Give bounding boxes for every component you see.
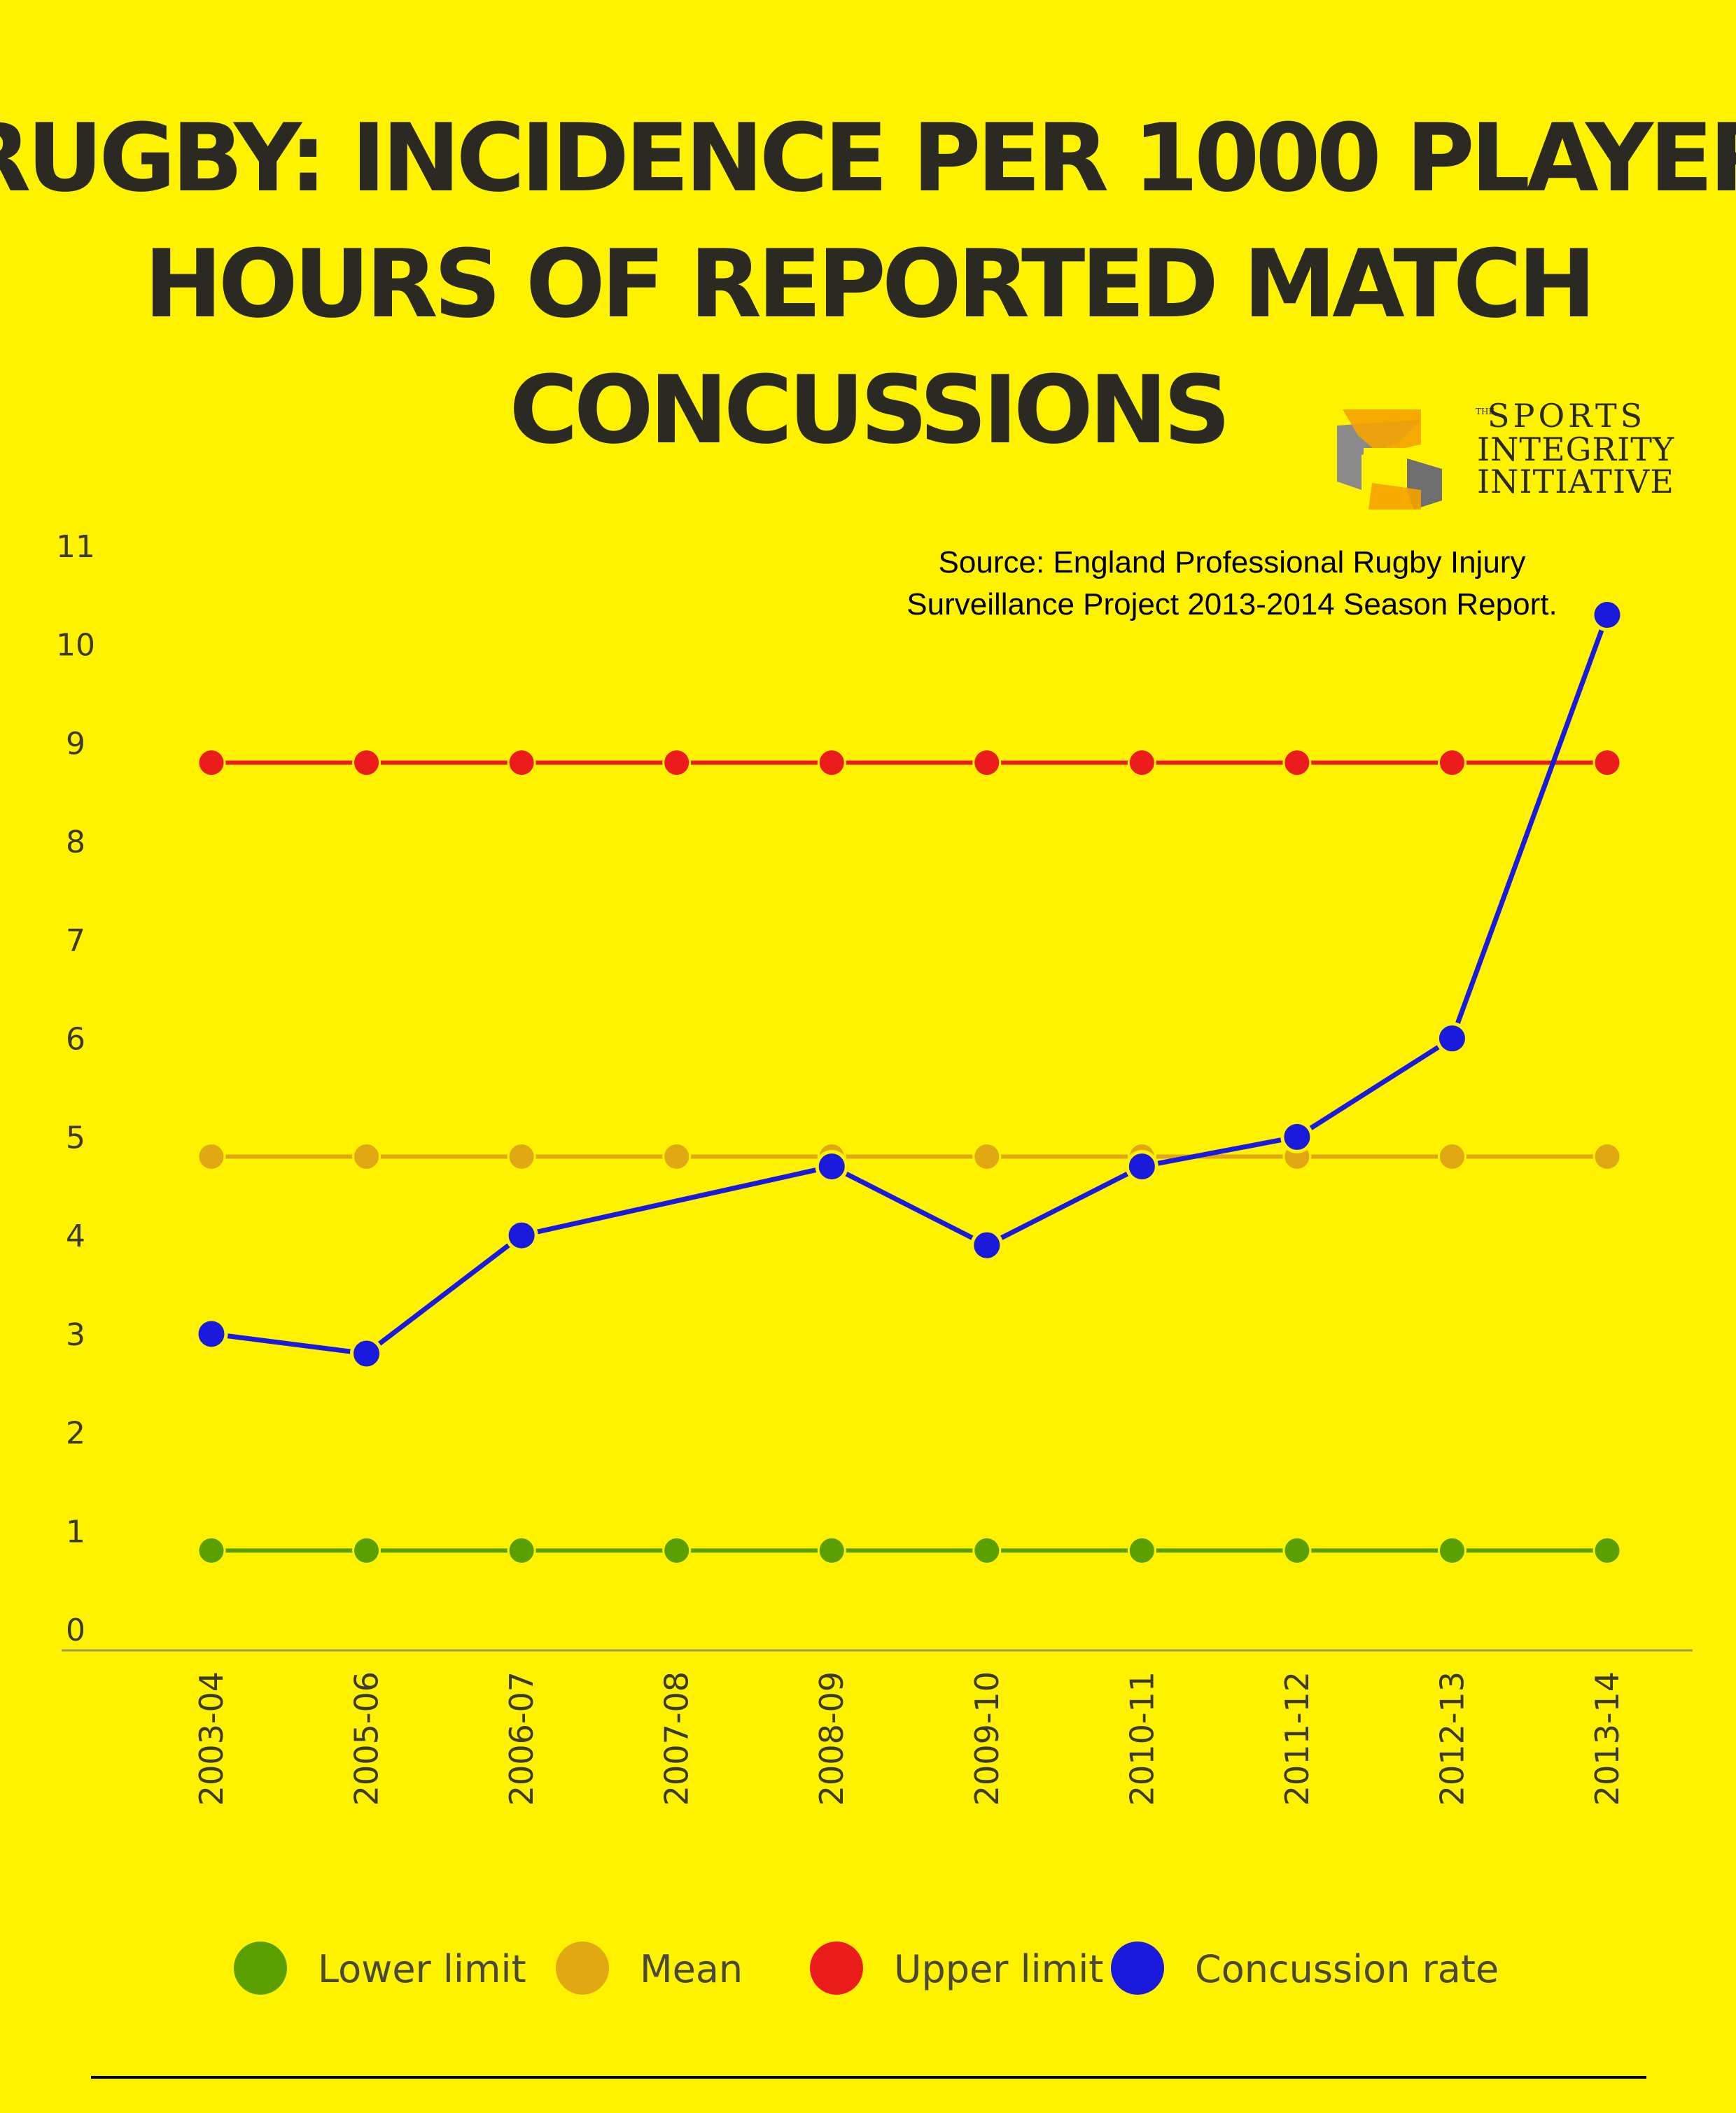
data-point xyxy=(195,1317,228,1351)
series-mean xyxy=(197,1142,1622,1172)
data-point xyxy=(1590,598,1624,632)
data-point xyxy=(1435,1022,1469,1055)
data-point xyxy=(197,748,226,778)
legend-item: Lower limit xyxy=(234,1942,526,1995)
data-point xyxy=(352,1142,382,1172)
data-point xyxy=(1592,1142,1622,1172)
data-point xyxy=(662,748,692,778)
data-point xyxy=(505,1219,538,1252)
data-point xyxy=(1125,1150,1158,1184)
x-tick-label: 2003-04 xyxy=(192,1671,230,1806)
source-annotation-line-2: Surveillance Project 2013-2014 Season Re… xyxy=(906,587,1557,622)
y-tick-label: 4 xyxy=(66,1219,85,1254)
x-tick-label: 2013-14 xyxy=(1588,1671,1626,1806)
data-point xyxy=(1437,1536,1466,1565)
series-layer xyxy=(195,598,1624,1565)
data-point xyxy=(197,1536,226,1565)
x-tick-label: 2010-11 xyxy=(1123,1671,1161,1806)
data-point xyxy=(662,1142,692,1172)
sports-integrity-logo: THE SPORTS INTEGRITY INITIATIVE xyxy=(1337,397,1674,510)
logo-mark-icon xyxy=(1337,409,1442,510)
data-point xyxy=(1280,1120,1314,1153)
data-point xyxy=(972,1536,1002,1565)
data-point xyxy=(352,748,382,778)
data-point xyxy=(197,1142,226,1172)
x-tick-label: 2005-06 xyxy=(348,1671,386,1806)
y-tick-label: 5 xyxy=(66,1120,85,1156)
series-concussion-rate xyxy=(195,598,1624,1370)
legend: Lower limit Mean Upper limit Concussion rat… xyxy=(234,1942,1499,1995)
data-point xyxy=(817,1536,846,1565)
y-tick-label: 8 xyxy=(66,824,85,860)
source-annotation-line-1: Source: England Professional Rugby Injur… xyxy=(939,545,1526,580)
data-point xyxy=(1127,1536,1156,1565)
y-tick-label: 9 xyxy=(66,726,85,761)
y-tick-label: 10 xyxy=(56,628,95,664)
legend-swatch xyxy=(1111,1942,1164,1995)
y-tick-label: 6 xyxy=(66,1022,85,1058)
legend-item: Upper limit xyxy=(810,1942,1103,1995)
data-point xyxy=(817,748,846,778)
data-point xyxy=(1592,748,1622,778)
legend-label: Upper limit xyxy=(894,1947,1103,1991)
y-tick-label: 11 xyxy=(56,529,95,565)
logo-text-the: THE xyxy=(1476,407,1494,416)
logo-text-integrity: INTEGRITY xyxy=(1477,430,1674,468)
y-tick-label: 0 xyxy=(66,1613,85,1648)
data-point xyxy=(972,1142,1002,1172)
data-point xyxy=(507,1536,536,1565)
x-tick-label: 2009-10 xyxy=(968,1671,1006,1806)
series-upper-limit xyxy=(197,748,1622,778)
data-point xyxy=(1437,1142,1466,1172)
series-lower-limit xyxy=(197,1536,1622,1565)
data-point xyxy=(815,1150,848,1184)
x-tick-label: 2012-13 xyxy=(1433,1671,1471,1806)
data-point xyxy=(1592,1536,1622,1565)
y-axis-ticks: 0 1 2 3 4 5 6 7 8 9 10 11 xyxy=(56,529,95,1648)
data-point xyxy=(972,748,1002,778)
data-point xyxy=(507,1142,536,1172)
legend-item: Concussion rate xyxy=(1111,1942,1499,1995)
legend-swatch xyxy=(556,1942,609,1995)
logo-text-sports: SPORTS xyxy=(1488,397,1646,435)
data-point xyxy=(352,1536,382,1565)
chart-title-line-1: RUGBY: INCIDENCE PER 1000 PLAYER xyxy=(0,104,1736,213)
y-tick-label: 7 xyxy=(66,923,85,959)
y-tick-label: 3 xyxy=(66,1317,85,1353)
legend-label: Mean xyxy=(640,1947,743,1991)
x-axis-ticks: 2003-04 2005-06 2006-07 2007-08 2008-09 2009-… xyxy=(192,1671,1626,1806)
y-tick-label: 2 xyxy=(66,1416,85,1452)
chart-title-line-2: HOURS OF REPORTED MATCH xyxy=(144,230,1592,339)
data-point xyxy=(970,1228,1004,1262)
data-point xyxy=(662,1536,692,1565)
legend-swatch xyxy=(234,1942,287,1995)
y-tick-label: 1 xyxy=(66,1514,85,1550)
series-line xyxy=(209,612,1610,1356)
data-point xyxy=(1282,748,1312,778)
x-tick-label: 2006-07 xyxy=(503,1671,540,1806)
x-tick-label: 2007-08 xyxy=(658,1671,696,1806)
data-point xyxy=(1282,1536,1312,1565)
legend-item: Mean xyxy=(556,1942,743,1995)
data-point xyxy=(1127,748,1156,778)
logo-text-initiative: INITIATIVE xyxy=(1477,463,1674,500)
legend-label: Concussion rate xyxy=(1195,1947,1499,1991)
legend-swatch xyxy=(810,1942,863,1995)
data-point xyxy=(507,748,536,778)
data-point xyxy=(350,1337,384,1370)
data-point xyxy=(1437,748,1466,778)
legend-label: Lower limit xyxy=(318,1947,526,1991)
x-tick-label: 2008-09 xyxy=(813,1671,850,1806)
chart-title-line-3: CONCUSSIONS xyxy=(510,356,1227,465)
x-tick-label: 2011-12 xyxy=(1278,1671,1316,1806)
